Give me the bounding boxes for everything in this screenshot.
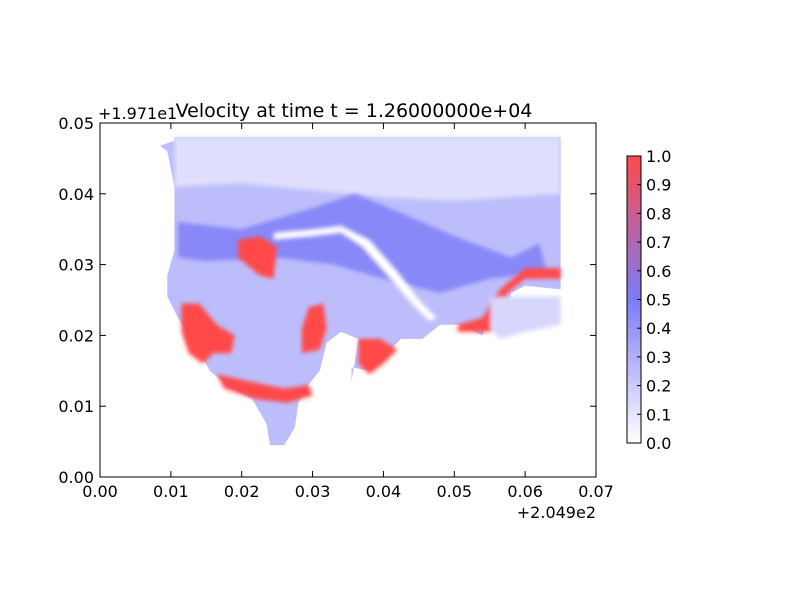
x-tick-label: 0.01 [153,482,189,501]
x-tick-label: 0.00 [82,482,118,501]
y-tick-label: 0.03 [58,256,94,275]
colorbar-tick-label: 0.3 [646,348,671,367]
region-harbor-red [457,268,561,332]
y-tick-label: 0.04 [58,185,94,204]
y-tick-label: 0.01 [58,397,94,416]
x-tick-label: 0.04 [366,482,402,501]
region-offshore-patch [489,296,561,339]
x-tick-label: 0.06 [507,482,543,501]
x-tick-label: 0.02 [224,482,260,501]
x-tick-label: 0.05 [436,482,472,501]
x-tick-label: 0.07 [578,482,614,501]
region-domain-background [160,137,561,446]
colorbar-tick-label: 0.0 [646,434,671,453]
colorbar-tick-label: 0.2 [646,377,671,396]
colorbar-tick-label: 0.1 [646,405,671,424]
region-northwest-red [238,236,278,279]
colorbar-tick-label: 0.4 [646,319,671,338]
colorbar-tick-label: 0.9 [646,176,671,195]
colorbar-tick-label: 0.6 [646,262,671,281]
y-tick-label: 0.00 [58,468,94,487]
y-tick-label: 0.05 [58,114,94,133]
region-south-coast-red [216,374,313,403]
region-breakwater-channel [273,225,437,322]
region-upper-band [174,137,561,201]
chart-title: Velocity at time t = 1.26000000e+04 [176,100,533,122]
x-tick-label: 0.03 [295,482,331,501]
colorbar-tick-label: 1.0 [646,147,671,166]
y-offset-label: +1.971e1 [98,104,177,123]
region-south-point-red [358,338,398,375]
region-west-coast-red [181,303,235,364]
colorbar-tick-label: 0.8 [646,204,671,223]
x-axis-ticks: 0.00 0.01 0.02 0.03 0.04 0.05 0.06 0.07 [82,123,614,501]
velocity-regions [160,137,561,446]
colorbar-ticks: 0.0 0.1 0.2 0.3 0.4 0.5 0.6 0.7 0.8 0.9 1.0 [637,147,671,453]
y-axis-ticks: 0.00 0.01 0.02 0.03 0.04 0.05 [58,114,596,487]
region-inner-bay-red [301,303,327,354]
axes-frame [99,122,597,478]
colorbar-tick-label: 0.7 [646,233,671,252]
heatmap-plot-area [100,123,596,477]
colorbar-tick-label: 0.5 [646,291,671,310]
x-offset-label: +2.049e2 [517,503,596,522]
y-tick-label: 0.02 [58,326,94,345]
